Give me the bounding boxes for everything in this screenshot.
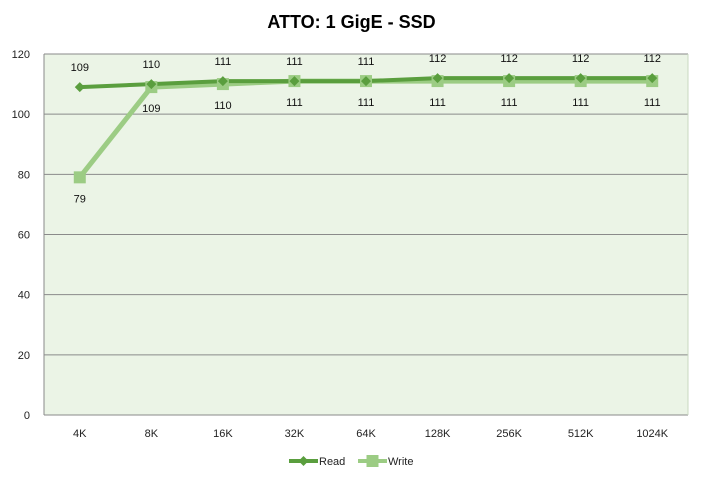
x-tick-label: 4K [73, 428, 87, 440]
legend-marker-write [366, 455, 379, 467]
data-label-write: 111 [572, 97, 589, 109]
point-read [575, 73, 586, 84]
legend-item-write: Write [358, 455, 413, 468]
point-read [504, 73, 515, 84]
data-label-write: 109 [142, 103, 160, 115]
point-write [73, 171, 86, 184]
chart-title: ATTO: 1 GigE - SSD [267, 12, 436, 32]
x-tick-label: 16K [213, 428, 233, 440]
y-tick-label: 0 [24, 410, 30, 422]
point-read [146, 79, 157, 90]
point-read [74, 82, 85, 93]
data-label-read: 111 [215, 56, 232, 68]
data-label-read: 112 [500, 53, 518, 65]
point-read [361, 76, 371, 87]
data-label-read: 112 [643, 53, 661, 65]
y-tick-label: 100 [12, 109, 30, 121]
x-tick-label: 512K [568, 428, 594, 440]
y-tick-label: 80 [18, 169, 30, 181]
point-read [217, 76, 228, 87]
x-tick-label: 8K [145, 428, 159, 440]
data-label-read: 111 [358, 56, 375, 68]
y-tick-label: 120 [12, 49, 30, 61]
point-read [647, 73, 658, 84]
data-label-write: 111 [501, 97, 518, 109]
data-label-read: 110 [143, 59, 161, 71]
y-tick-label: 40 [18, 290, 30, 302]
point-read [289, 76, 300, 87]
data-label-write: 79 [74, 193, 86, 205]
x-tick-label: 1024K [636, 428, 668, 440]
x-tick-label: 64K [356, 428, 376, 440]
data-label-write: 111 [286, 97, 303, 109]
legend-label-read: Read [319, 456, 345, 468]
legend-item-read: Read [289, 456, 345, 468]
point-read [432, 73, 443, 84]
data-label-write: 111 [644, 97, 661, 109]
data-label-write: 110 [214, 100, 232, 112]
y-tick-label: 60 [18, 230, 30, 242]
x-tick-label: 256K [496, 428, 522, 440]
legend-label-write: Write [388, 456, 413, 468]
legend-marker-read [298, 456, 309, 466]
data-label-write: 111 [429, 97, 446, 109]
data-label-read: 112 [429, 53, 447, 65]
y-tick-label: 20 [18, 350, 30, 362]
x-tick-label: 32K [285, 428, 305, 440]
data-label-write: 111 [358, 97, 375, 109]
data-label-read: 109 [71, 62, 89, 74]
x-tick-label: 128K [425, 428, 451, 440]
data-label-read: 111 [286, 56, 303, 68]
data-label-read: 112 [572, 53, 590, 65]
